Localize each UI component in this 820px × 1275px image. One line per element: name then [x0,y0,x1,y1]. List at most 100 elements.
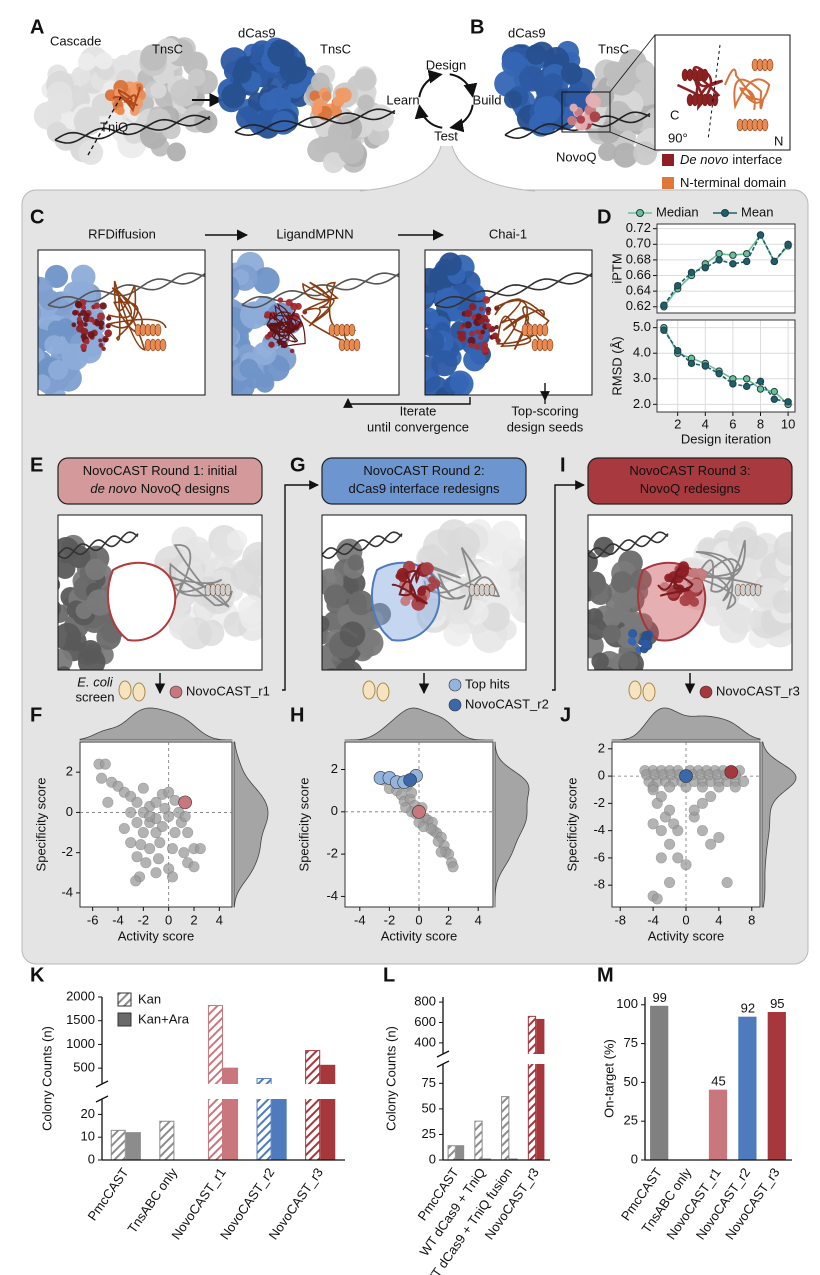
y-tick-label: 1500 [66,1012,95,1027]
protein-surface [436,287,461,312]
image-border [424,249,593,396]
density-x [79,707,233,741]
data-point [660,326,668,334]
protein-surface [38,304,42,322]
y-tick-label: 10 [81,1129,95,1144]
data-point [647,818,659,830]
y-tick-label: 0.62 [626,298,651,313]
data-point [140,857,152,869]
protein-surface [593,536,615,558]
label: NovoCAST Round 1: initial [83,463,238,478]
protein-surface [641,630,653,643]
structure [588,521,792,670]
data-point [715,249,723,258]
protein-surface [576,115,586,124]
label: TnsC [152,41,183,56]
protein-surface [73,106,103,136]
protein-surface [168,613,197,641]
data-point [729,251,737,259]
data-point [188,861,200,873]
protein-surface [503,90,523,109]
protein-surface [232,326,238,346]
bar [125,1132,141,1161]
protein-surface [518,65,545,92]
x-tick-label: 4 [216,912,223,927]
protein-surface [252,267,280,295]
protein-surface [188,68,206,87]
protein-surface [93,302,101,309]
data-point [178,847,190,859]
label-part: NovoCAST Round 2: [363,463,484,478]
protein-surface [474,343,481,350]
x-tick-label: -4 [112,912,124,927]
series-line [663,327,789,405]
protein-ribbon [724,68,771,110]
panel-letter: A [30,16,44,38]
protein-surface [635,62,656,82]
protein-ribbon [687,540,763,611]
legend-marker [169,685,183,699]
protein-ribbon [266,303,301,336]
data-point [756,385,765,393]
protein-surface [519,561,526,584]
panel-letter: B [470,16,484,38]
protein-surface [71,264,96,289]
label: TnsC [598,41,629,56]
y-tick-label: 600 [414,1014,436,1029]
data-point [131,816,143,828]
density-y [233,741,269,908]
data-point [150,867,162,879]
protein-surface [99,302,107,310]
x-tick-label: 2 [445,912,452,927]
image-border [587,514,793,671]
pointer [87,94,123,156]
helix-turn [348,323,356,337]
protein-surface [96,625,122,650]
bar [447,1145,456,1161]
protein-surface [58,622,82,651]
data-point [144,810,156,822]
protein-surface [240,606,262,632]
protein-surface [443,619,471,647]
label-part: interface [732,152,782,167]
legend-marker [636,209,644,217]
protein-surface [290,302,299,311]
protein-surface [567,115,577,126]
cell-icon [376,682,390,702]
protein-ribbon [266,309,296,343]
protein-surface [338,138,364,165]
protein-surface [464,321,472,329]
protein-surface [485,323,492,329]
dna-strand [54,114,211,141]
label: RFDiffusion [88,226,156,241]
x-tick-label: 4 [475,912,482,927]
y-tick-label: 0.68 [626,251,651,266]
protein-surface [494,325,499,330]
protein-surface [78,140,104,165]
data-point [150,796,162,808]
legend-swatch [662,154,674,166]
y-tick-label: 0.70 [626,236,651,251]
protein-surface [689,567,700,578]
protein-surface [315,120,333,138]
protein-ribbon [494,298,550,351]
cycle-arrow [449,104,474,133]
data-point [102,796,114,808]
helix-turn [488,583,496,597]
label: N-terminal domain [680,175,786,190]
protein-surface [560,62,583,85]
protein-surface [468,303,477,311]
protein-surface [44,264,69,289]
density-y [494,741,530,908]
axis-title: iPTM [609,253,624,283]
data-point [153,853,165,865]
value-label: 99 [652,990,666,1005]
protein-surface [425,328,445,357]
protein-surface [103,337,108,343]
protein-surface [467,336,476,345]
panel-letter: M [597,964,614,986]
y-tick-label: 50 [422,1100,436,1115]
label: TnsC [320,41,351,56]
label: Design [426,57,466,72]
protein-surface [181,536,212,567]
